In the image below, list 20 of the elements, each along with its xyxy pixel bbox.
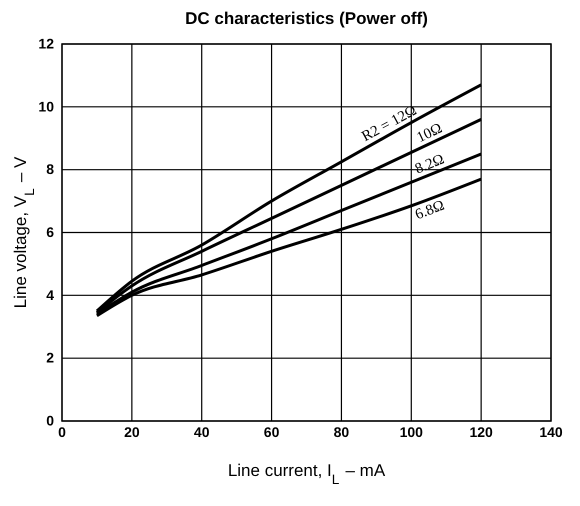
text: 8.2Ω [412,151,447,178]
x-tick-label: 20 [124,424,140,440]
x-tick-label: 40 [194,424,210,440]
y-tick-label: 2 [46,350,54,366]
x-tick-label: 60 [264,424,280,440]
y-tick-label: 6 [46,224,54,240]
y-tick-label: 4 [46,286,54,303]
y-tick-label: 12 [38,35,54,52]
x-tick-label: 100 [400,424,424,440]
y-tick-label: 0 [46,412,54,428]
text: 6.8Ω [413,198,447,224]
x-tick-label: 140 [539,424,563,440]
text: 10Ω [414,120,445,146]
y-tick-label: 8 [46,161,54,178]
x-tick-label: 0 [58,424,66,440]
y-tick-label: 10 [38,98,54,114]
x-tick-label: 120 [469,424,494,440]
x-tick-label: 80 [334,424,350,440]
chart-title: DC characteristics (Power off) [185,9,428,28]
x-axis-title: Line current, I$_{L}$ – mA [228,461,386,486]
